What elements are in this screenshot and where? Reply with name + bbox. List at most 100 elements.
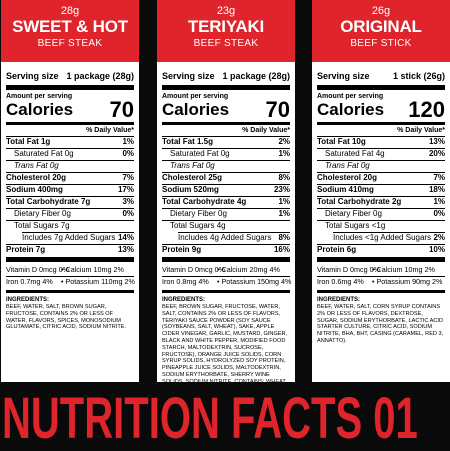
panel-teriyaki: 23g TERIYAKI BEEF STEAK Serving size 1 p… [157, 0, 295, 382]
product-type: BEEF STICK [350, 38, 412, 49]
total-carbohydrate-dv: 3% [122, 197, 134, 206]
divider [6, 208, 134, 209]
product-type: BEEF STEAK [37, 38, 103, 49]
dietary-fiber-dv: 0% [433, 209, 445, 218]
divider [317, 184, 445, 185]
product-weight: 28g [60, 5, 80, 17]
medium-rule [162, 290, 290, 293]
divider [6, 148, 134, 149]
added-sugars-dv: 14% [117, 233, 134, 242]
divider [162, 136, 290, 137]
divider [162, 196, 290, 197]
product-header: 26g ORIGINAL BEEF STICK [312, 0, 450, 62]
divider [317, 244, 445, 245]
product-header: 23g TERIYAKI BEEF STEAK [157, 0, 295, 62]
medium-rule [6, 290, 134, 293]
ingredients-text: BEEF, WATER, SALT, BROWN SUGAR, FRUCTOSE… [6, 304, 127, 331]
calories-value: 120 [408, 97, 445, 122]
iron: Iron 0.8mg 4% [162, 277, 209, 286]
amount-per-serving: Amount per serving [6, 93, 73, 100]
product-weight: 26g [371, 5, 391, 17]
total-carbohydrate: Total Carbohydrate 4g [162, 197, 247, 206]
saturated-fat: Saturated Fat 4g [325, 149, 385, 158]
divider [317, 136, 445, 137]
serving-size-value: 1 stick (26g) [392, 71, 445, 81]
cholesterol-dv: 7% [433, 173, 445, 182]
serving-size-label: Serving size [162, 71, 215, 81]
potassium: • Potassium 110mg 2% [61, 277, 135, 286]
divider [162, 160, 290, 161]
total-carbohydrate-dv: 1% [433, 197, 445, 206]
protein: Protein 7g [6, 245, 46, 254]
ingredients-label: INGREDIENTS: [162, 297, 206, 303]
cholesterol: Cholesterol 20g [6, 173, 67, 182]
total-sugars: Total Sugars 4g [170, 221, 226, 230]
sodium: Sodium 520mg [162, 185, 219, 194]
total-fat-dv: 1% [122, 137, 134, 146]
daily-value-header: % Daily Value* [86, 127, 134, 134]
divider [317, 220, 445, 221]
divider [162, 148, 290, 149]
total-fat: Total Fat 1g [6, 137, 51, 146]
calories-value: 70 [265, 97, 290, 122]
divider [162, 244, 290, 245]
divider [162, 184, 290, 185]
vitamin-d: Vitamin D 0mcg 0% [6, 265, 69, 274]
saturated-fat-dv: 20% [428, 149, 445, 158]
trans-fat: Trans Fat 0g [170, 161, 215, 170]
serving-size-label: Serving size [6, 71, 59, 81]
sodium-dv: 17% [117, 185, 134, 194]
divider [317, 160, 445, 161]
trans-fat: Trans Fat 0g [14, 161, 59, 170]
medium-rule [6, 122, 134, 125]
divider [6, 160, 134, 161]
total-sugars: Total Sugars 7g [14, 221, 70, 230]
total-carbohydrate: Total Carbohydrate 7g [6, 197, 91, 206]
saturated-fat-dv: 1% [278, 149, 290, 158]
total-sugars: Total Sugars <1g [325, 221, 386, 230]
added-sugars: Includes <1g Added Sugars [333, 233, 432, 242]
protein-dv: 10% [428, 245, 445, 254]
total-fat: Total Fat 10g [317, 137, 366, 146]
iron: Iron 0.6mg 4% [317, 277, 364, 286]
ingredients-label: INGREDIENTS: [317, 297, 361, 303]
calories-label: Calories [317, 100, 385, 119]
saturated-fat: Saturated Fat 0g [14, 149, 74, 158]
serving-size-value: 1 package (28g) [66, 71, 134, 81]
divider [6, 196, 134, 197]
cholesterol-dv: 7% [122, 173, 134, 182]
divider [6, 244, 134, 245]
divider [178, 232, 290, 233]
total-carbohydrate-dv: 1% [278, 197, 290, 206]
ingredients-text: BEEF, BROWN SUGAR, FRUCTOSE, WATER, SALT… [162, 304, 288, 382]
dietary-fiber: Dietary Fiber 0g [14, 209, 71, 218]
divider [6, 136, 134, 137]
cholesterol-dv: 8% [278, 173, 290, 182]
added-sugars-dv: 8% [278, 233, 290, 242]
daily-value-header: % Daily Value* [242, 127, 290, 134]
total-carbohydrate: Total Carbohydrate 2g [317, 197, 402, 206]
vitamin-d: Vitamin D 0mcg 0% [317, 265, 380, 274]
serving-size-value: 1 package (28g) [222, 71, 290, 81]
product-name: ORIGINAL [340, 17, 422, 36]
medium-rule [317, 122, 445, 125]
product-name: TERIYAKI [187, 17, 265, 36]
product-type: BEEF STEAK [193, 38, 259, 49]
added-sugars: Includes 7g Added Sugars [22, 233, 116, 242]
panel-sweet-hot: 28g SWEET & HOT BEEF STEAK Serving size … [1, 0, 139, 382]
total-fat: Total Fat 1.5g [162, 137, 213, 146]
potassium: • Potassium 90mg 2% [372, 277, 443, 286]
nutrition-label: Serving size 1 package (28g) Amount per … [157, 62, 295, 382]
product-name: SWEET & HOT [12, 17, 128, 36]
divider [317, 208, 445, 209]
protein-dv: 13% [117, 245, 134, 254]
dietary-fiber-dv: 0% [122, 209, 134, 218]
dietary-fiber: Dietary Fiber 0g [170, 209, 227, 218]
protein-dv: 16% [273, 245, 290, 254]
thick-rule [317, 85, 445, 90]
medium-rule [317, 290, 445, 293]
added-sugars: Includes 4g Added Sugars [178, 233, 272, 242]
thick-rule [162, 85, 290, 90]
vitamin-d: Vitamin D 0mcg 0% [162, 265, 225, 274]
sodium-dv: 23% [273, 185, 290, 194]
